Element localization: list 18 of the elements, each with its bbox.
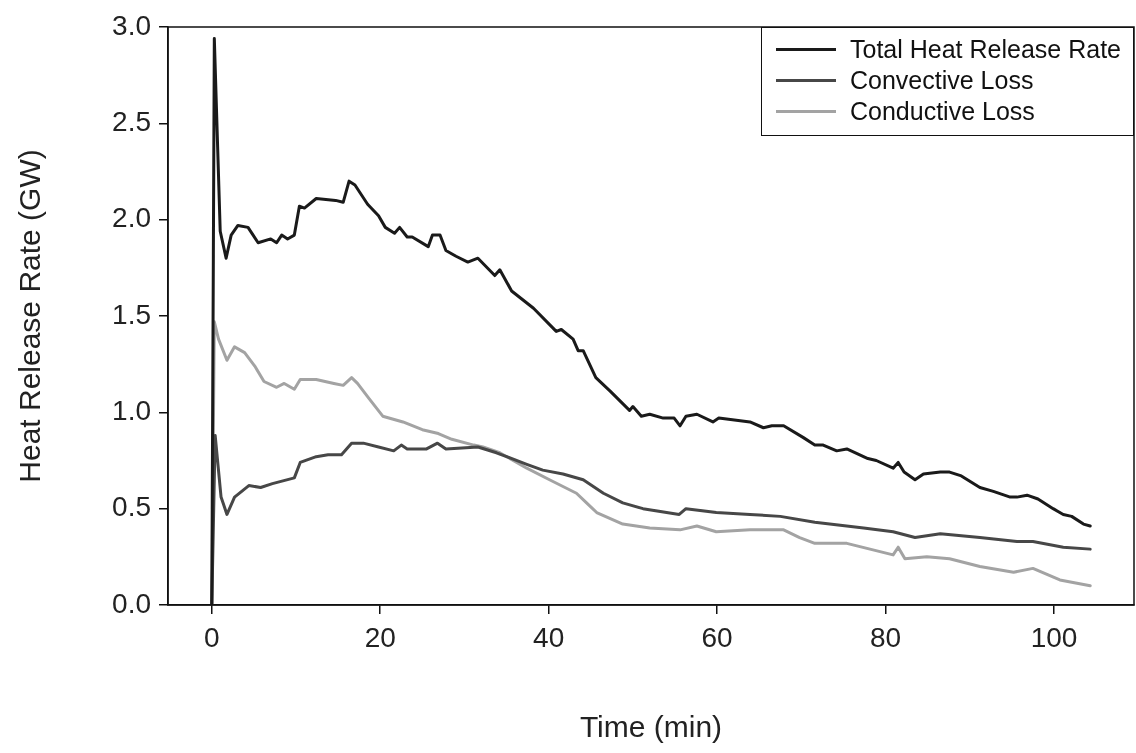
x-tick-label: 0 xyxy=(204,621,220,653)
legend-label: Convective Loss xyxy=(850,66,1034,95)
y-tick-label: 2.0 xyxy=(112,202,151,234)
y-tick-label: 1.0 xyxy=(112,395,151,427)
y-axis-title: Heat Release Rate (GW) xyxy=(13,149,47,483)
legend-label: Total Heat Release Rate xyxy=(850,35,1121,64)
x-tick-label: 40 xyxy=(533,621,565,653)
y-tick-label: 0.0 xyxy=(112,587,151,619)
x-tick-label: 80 xyxy=(869,621,902,653)
y-tick-label: 1.5 xyxy=(112,298,151,330)
x-tick-label: 60 xyxy=(701,621,733,653)
legend-label: Conductive Loss xyxy=(850,97,1035,126)
y-tick-label: 3.0 xyxy=(112,9,151,41)
x-tick-label: 20 xyxy=(364,621,396,653)
y-tick-label: 0.5 xyxy=(112,491,151,523)
y-tick-label: 2.5 xyxy=(112,106,151,138)
x-axis-title: Time (min) xyxy=(579,710,723,744)
x-tick-label: 100 xyxy=(1030,621,1078,653)
